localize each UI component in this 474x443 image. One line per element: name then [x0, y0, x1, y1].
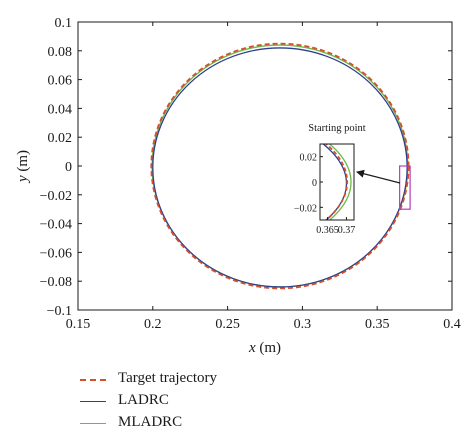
legend-swatch-mladrc	[80, 423, 106, 424]
inset-curves	[323, 144, 352, 220]
inset-mladrc-line	[328, 144, 352, 220]
trajectory-chart: 0.15 0.2 0.25 0.3 0.35 0.4 0.1 0.08 0.06 0.04 0.0…	[15, 16, 461, 356]
y-tick-label: 0.04	[48, 102, 73, 117]
inset-y-tick-label: −0.02	[294, 203, 317, 214]
y-tick-label: 0.02	[48, 131, 73, 146]
legend-label-mladrc: MLADRC	[118, 414, 183, 430]
y-tick-label: 0.08	[48, 45, 73, 60]
y-axis-ticks: 0.1 0.08 0.06 0.04 0.02 0 −0.02 −0.04 −0.06 −0.08…	[40, 16, 452, 319]
inset-y-ticks: 0.02 0 −0.02	[294, 153, 323, 214]
y-tick-label: −0.06	[40, 246, 72, 261]
x-tick-label: 0.3	[294, 317, 312, 332]
legend-item-target: Target trajectory	[78, 370, 378, 390]
x-tick-label: 0.15	[66, 317, 91, 332]
x-tick-label: 0.2	[144, 317, 162, 332]
legend-item-mladrc: MLADRC	[78, 414, 378, 434]
inset-x-tick-label: 0.365	[316, 225, 339, 236]
y-tick-label: 0.06	[48, 74, 73, 89]
inset-target-trajectory-line	[324, 144, 349, 220]
inset-title: Starting point	[308, 123, 366, 134]
legend-label-target: Target trajectory	[118, 370, 218, 386]
y-tick-label: −0.1	[47, 304, 72, 319]
y-tick-label: −0.02	[40, 189, 72, 204]
y-tick-label: −0.04	[40, 218, 72, 233]
x-axis-label: x (m)	[248, 340, 281, 356]
zoom-arrow	[356, 169, 401, 184]
ladrc-line	[152, 47, 408, 288]
y-tick-label: −0.08	[40, 275, 72, 290]
trajectory-curves	[150, 42, 410, 290]
x-axis-ticks: 0.15 0.2 0.25 0.3 0.35 0.4	[66, 22, 461, 332]
inset-y-tick-label: 0	[312, 178, 317, 189]
zoom-box	[399, 165, 411, 210]
inset-x-tick-label: 0.37	[338, 225, 356, 236]
legend-label-ladrc: LADRC	[118, 392, 169, 408]
legend: Target trajectory LADRC MLADRC	[78, 370, 378, 436]
y-axis-label: y (m)	[15, 150, 31, 184]
mladrc-line	[151, 44, 409, 288]
zoom-region	[399, 165, 411, 210]
inset-y-tick-label: 0.02	[300, 153, 318, 164]
x-tick-label: 0.25	[215, 317, 240, 332]
plot-frame	[77, 21, 453, 311]
x-tick-label: 0.35	[365, 317, 390, 332]
legend-swatch-ladrc	[80, 401, 106, 402]
legend-swatch-target	[80, 379, 106, 381]
y-tick-label: 0.1	[55, 16, 73, 31]
legend-item-ladrc: LADRC	[78, 392, 378, 412]
y-tick-label: 0	[65, 160, 72, 175]
x-tick-label: 0.4	[443, 317, 461, 332]
